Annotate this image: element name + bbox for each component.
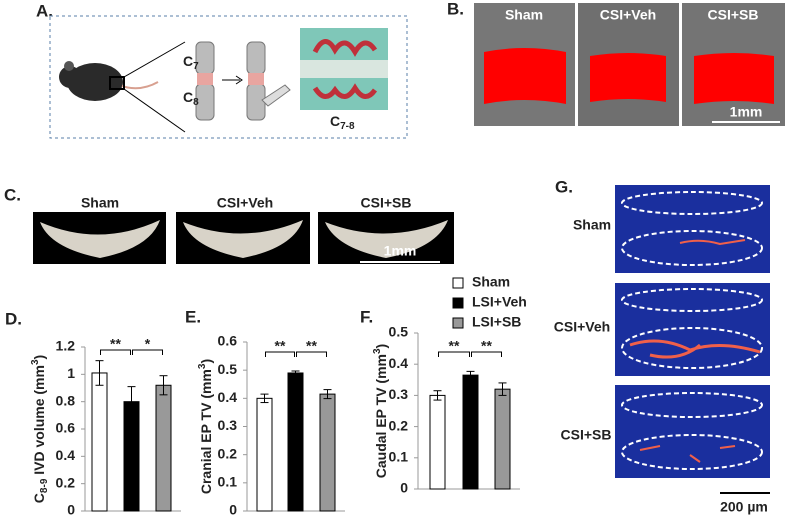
y-tick-label: 1.2 [56,338,76,354]
bar [494,388,511,490]
y-tick-label: 0.4 [389,355,409,371]
group-label: CSI+SB [708,7,759,23]
y-tick-label: 0.1 [389,449,409,465]
group-label: CSI+Veh [600,7,656,23]
significance-bracket [132,349,163,355]
group-label: CSI+Veh [554,319,610,335]
group-label: Sham [505,7,543,23]
panel-label: A. [36,1,53,20]
y-tick-label: 0.2 [56,474,76,490]
legend-swatch [452,317,464,329]
y-axis-label-part: 3 [30,359,41,365]
ct-images [33,212,454,264]
panel-label: G. [555,177,573,196]
scale-label: 200 µm [720,499,768,515]
y-tick-label: 0.8 [56,392,76,408]
bar [155,384,172,512]
scale-label: 1mm [730,104,763,120]
frame [49,15,408,139]
y-tick-label: 0.2 [218,445,238,461]
y-tick-label: 0 [67,502,75,518]
y-tick-label: 0.3 [389,386,409,402]
panel-label: C. [4,185,21,204]
bar [91,372,108,512]
panel-label: F. [360,307,373,326]
legend-label: LSI+Veh [472,294,527,310]
group-label: Sham [81,195,119,211]
panel-label: D. [5,309,22,328]
y-axis-label-part: Caudal EP TV (mm [373,354,389,478]
y-tick-label: 0 [229,502,237,518]
group-label: CSI+SB [361,195,412,211]
y-axis-label-part: ) [373,344,389,349]
significance-bracket [100,349,131,355]
y-axis-label-part: Cranial EP TV (mm [198,369,214,494]
significance-bracket [265,351,295,357]
y-tick-label: 1 [67,365,75,381]
significance: * [145,336,151,352]
bar [287,372,304,512]
y-tick-label: 0.5 [218,361,238,377]
mri-images [474,3,785,126]
legend-label: LSI+SB [472,314,521,330]
bar [429,394,446,490]
label: C7 [183,53,199,72]
significance: ** [275,338,286,354]
y-axis-label-part: ) [198,359,214,364]
legend-swatch [452,277,464,289]
y-tick-label: 0.6 [56,420,76,436]
significance: ** [449,338,460,354]
y-tick-label: 0.3 [218,417,238,433]
bar [123,401,140,512]
label: 7-8 [340,121,355,132]
bar [256,397,273,512]
y-axis-label-part: 3 [372,348,383,354]
significance: ** [481,338,492,354]
vertebrae [195,41,291,121]
y-tick-label: 0.6 [218,333,238,349]
panel-label: E. [185,307,201,326]
y-tick-label: 0.2 [389,417,409,433]
label: C7-8 [330,113,355,132]
label: C [183,53,193,69]
bar [319,393,336,512]
group-label: CSI+SB [561,427,612,443]
label: C [183,89,193,105]
legend-label: Sham [472,274,510,290]
stain-image [300,28,388,110]
y-tick-label: 0.4 [56,447,76,463]
group-label: Sham [573,217,611,233]
mouse [59,41,186,133]
panel-label: B. [447,0,464,18]
y-tick-label: 0.1 [218,474,238,490]
group-label: CSI+Veh [217,195,273,211]
scale-label: 1mm [384,243,417,259]
significance: ** [306,338,317,354]
y-axis-label: Caudal EP TV (mm3) [372,344,389,478]
significance: ** [110,336,121,352]
bar [462,374,479,490]
y-tick-label: 0.5 [389,324,409,340]
y-tick-label: 0 [400,480,408,496]
label: C8 [183,89,199,108]
y-axis-label-part: ) [31,355,47,360]
label: 7 [193,61,199,72]
y-axis-label: C8-9 IVD volume (mm3) [30,355,50,503]
y-axis-label-part: 3 [197,363,208,369]
y-axis-label-part: IVD volume (mm [31,365,47,479]
y-tick-label: 0.4 [218,389,238,405]
y-axis-label-part: C [31,493,47,503]
vessel-images [615,185,770,494]
label: 8 [193,97,199,108]
significance-bracket [296,351,327,357]
label: C [330,113,340,129]
significance-bracket [438,351,470,357]
y-axis-label: Cranial EP TV (mm3) [197,359,214,494]
y-axis-label-part: 8-9 [39,478,50,493]
legend-swatch [452,297,464,309]
significance-bracket [471,351,502,357]
